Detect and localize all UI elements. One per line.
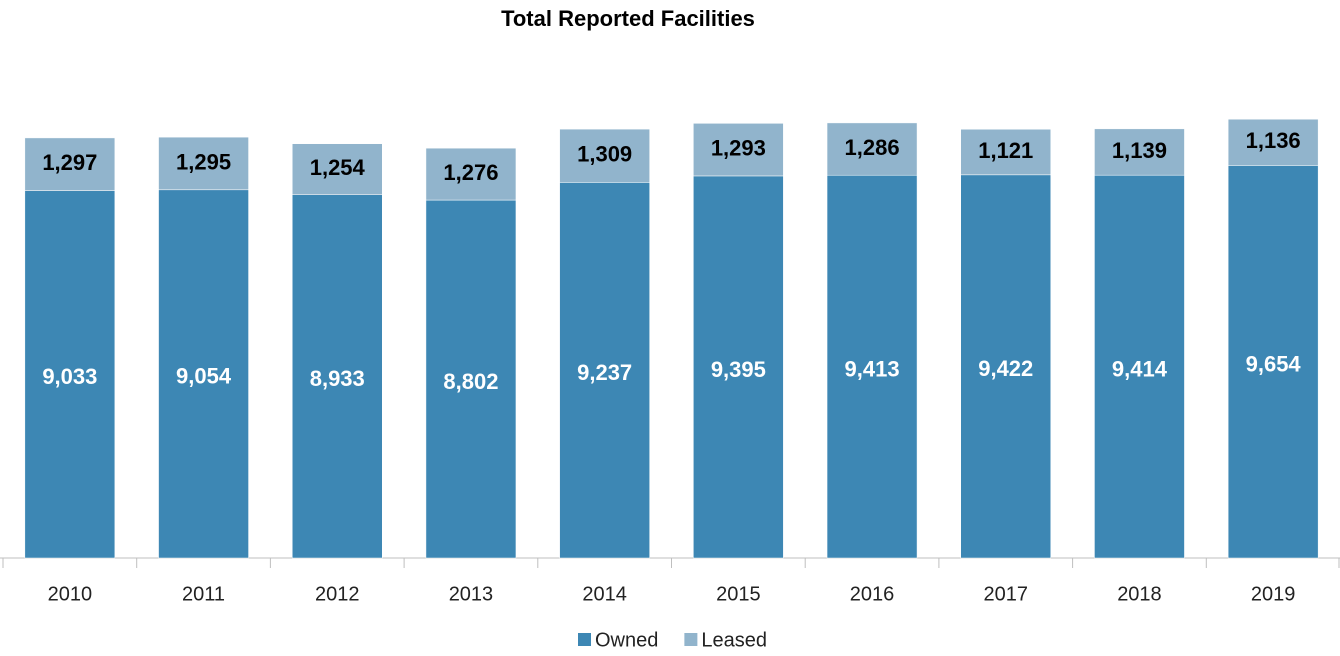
value-label: 9,395 xyxy=(711,357,766,382)
value-label: 9,054 xyxy=(176,364,232,389)
value-label: 1,121 xyxy=(978,138,1033,163)
value-label: 9,413 xyxy=(845,356,900,381)
bar-segment xyxy=(24,190,116,559)
value-label: 1,276 xyxy=(443,160,498,185)
value-label: 1,297 xyxy=(42,150,97,175)
bar-segment xyxy=(1094,174,1185,559)
x-tick-label: 2019 xyxy=(1251,583,1296,605)
value-label: 1,293 xyxy=(711,135,766,160)
bar-segment xyxy=(158,136,249,191)
chart-title: Total Reported Facilities xyxy=(501,6,755,31)
value-label: 1,136 xyxy=(1246,128,1301,153)
x-tick-label: 2014 xyxy=(582,583,627,605)
bar-segment xyxy=(960,174,1051,559)
bar-segment xyxy=(826,122,918,176)
value-label: 9,414 xyxy=(1112,356,1168,381)
value-label: 1,295 xyxy=(176,149,231,174)
value-label: 9,033 xyxy=(42,364,97,389)
bar-segment xyxy=(425,199,517,559)
x-tick-label: 2010 xyxy=(48,583,93,605)
value-label: 9,422 xyxy=(978,356,1033,381)
bar-segment xyxy=(425,147,517,201)
value-label: 1,309 xyxy=(577,142,632,167)
bar-segment xyxy=(693,123,784,177)
x-tick-label: 2012 xyxy=(315,583,360,605)
x-tick-label: 2011 xyxy=(182,583,225,605)
x-tick-label: 2016 xyxy=(850,583,895,605)
bar-segment xyxy=(24,137,116,191)
x-tick-label: 2018 xyxy=(1117,583,1162,605)
x-tick-label: 2017 xyxy=(984,583,1029,605)
value-label: 9,237 xyxy=(577,360,632,385)
bar-segment xyxy=(1227,165,1319,559)
legend-swatch xyxy=(684,633,698,646)
legend-label: Owned xyxy=(595,629,658,651)
bar-segment xyxy=(559,128,650,183)
bar-segment xyxy=(960,129,1051,176)
bar-segment xyxy=(292,194,383,559)
value-label: 9,654 xyxy=(1246,352,1302,377)
bar-segment xyxy=(826,174,918,559)
value-label: 8,802 xyxy=(443,369,498,394)
value-label: 1,286 xyxy=(845,135,900,160)
x-tick-label: 2015 xyxy=(716,583,761,605)
bar-segment xyxy=(292,143,383,195)
bar-segment xyxy=(1227,118,1319,166)
legend-label: Leased xyxy=(701,629,767,651)
legend-swatch xyxy=(578,633,591,646)
value-label: 1,254 xyxy=(310,155,366,180)
x-tick-label: 2013 xyxy=(449,583,494,605)
bar-segment xyxy=(693,175,784,559)
bar-segment xyxy=(1094,128,1185,176)
value-label: 8,933 xyxy=(310,366,365,391)
value-label: 1,139 xyxy=(1112,138,1167,163)
